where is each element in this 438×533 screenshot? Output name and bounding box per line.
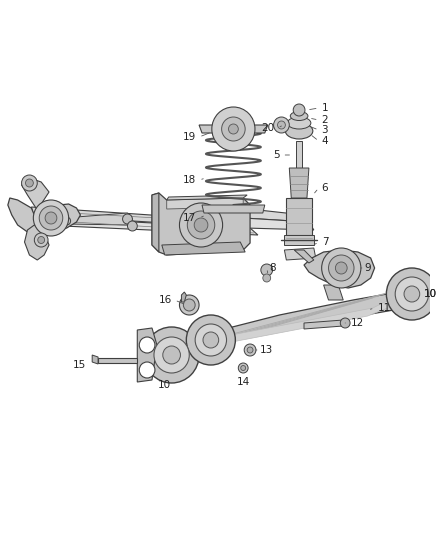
Circle shape xyxy=(263,274,271,282)
Polygon shape xyxy=(186,296,397,358)
Circle shape xyxy=(163,346,180,364)
Text: 8: 8 xyxy=(270,263,276,273)
Text: 4: 4 xyxy=(321,136,328,146)
Text: 18: 18 xyxy=(183,175,196,185)
Polygon shape xyxy=(240,208,309,222)
Circle shape xyxy=(34,233,48,247)
Circle shape xyxy=(186,315,235,365)
Circle shape xyxy=(154,337,189,373)
Circle shape xyxy=(238,363,248,373)
Polygon shape xyxy=(21,178,49,210)
Circle shape xyxy=(278,121,286,129)
Polygon shape xyxy=(162,242,245,255)
Circle shape xyxy=(274,117,289,133)
Text: 6: 6 xyxy=(321,183,328,193)
Circle shape xyxy=(139,362,155,378)
Text: 2: 2 xyxy=(321,115,328,125)
Circle shape xyxy=(63,217,71,225)
Polygon shape xyxy=(243,218,314,230)
Polygon shape xyxy=(284,235,314,245)
Circle shape xyxy=(328,255,354,281)
Text: 19: 19 xyxy=(183,132,196,142)
Text: 7: 7 xyxy=(321,237,328,247)
Text: 10: 10 xyxy=(158,380,171,390)
Circle shape xyxy=(123,214,132,224)
Circle shape xyxy=(229,124,238,134)
Polygon shape xyxy=(167,198,243,209)
Polygon shape xyxy=(296,141,302,203)
Circle shape xyxy=(21,175,37,191)
Ellipse shape xyxy=(290,111,308,120)
Polygon shape xyxy=(98,358,137,363)
Circle shape xyxy=(39,206,63,230)
Text: 10: 10 xyxy=(424,289,437,299)
Circle shape xyxy=(222,117,245,141)
Text: 17: 17 xyxy=(183,213,196,223)
Circle shape xyxy=(139,337,155,353)
Circle shape xyxy=(395,277,428,311)
Polygon shape xyxy=(36,217,258,235)
Polygon shape xyxy=(167,195,247,200)
Circle shape xyxy=(195,324,226,356)
Polygon shape xyxy=(8,198,81,235)
Text: 12: 12 xyxy=(351,318,364,328)
Circle shape xyxy=(33,200,69,236)
Circle shape xyxy=(194,218,208,232)
Text: 9: 9 xyxy=(365,263,371,273)
Polygon shape xyxy=(202,205,265,213)
Text: 20: 20 xyxy=(261,123,275,133)
Ellipse shape xyxy=(286,123,313,139)
Circle shape xyxy=(144,327,199,383)
Text: 5: 5 xyxy=(273,150,279,160)
Text: 15: 15 xyxy=(73,360,86,370)
Text: 13: 13 xyxy=(260,345,273,355)
Polygon shape xyxy=(324,285,343,300)
Polygon shape xyxy=(32,207,248,228)
Circle shape xyxy=(38,237,45,244)
Circle shape xyxy=(127,221,137,231)
Polygon shape xyxy=(289,168,309,198)
Polygon shape xyxy=(284,248,316,260)
Circle shape xyxy=(404,286,420,302)
Circle shape xyxy=(247,347,253,353)
Circle shape xyxy=(321,248,361,288)
Circle shape xyxy=(386,268,438,320)
Circle shape xyxy=(293,104,305,116)
Circle shape xyxy=(241,366,246,370)
Circle shape xyxy=(336,262,347,274)
Polygon shape xyxy=(152,193,159,252)
Polygon shape xyxy=(162,290,412,365)
Polygon shape xyxy=(294,250,314,263)
Polygon shape xyxy=(92,355,98,364)
Text: 10: 10 xyxy=(424,289,437,299)
Circle shape xyxy=(25,179,33,187)
Circle shape xyxy=(244,344,256,356)
Text: 3: 3 xyxy=(321,125,328,135)
Circle shape xyxy=(340,318,350,328)
Circle shape xyxy=(261,264,272,276)
Polygon shape xyxy=(286,198,312,235)
Circle shape xyxy=(180,203,223,247)
Circle shape xyxy=(203,332,219,348)
Circle shape xyxy=(187,211,215,239)
Circle shape xyxy=(212,107,255,151)
Polygon shape xyxy=(199,125,268,133)
Polygon shape xyxy=(181,292,186,302)
Text: 16: 16 xyxy=(159,295,172,305)
Circle shape xyxy=(180,295,199,315)
Circle shape xyxy=(184,299,195,311)
Text: 11: 11 xyxy=(378,303,391,313)
Polygon shape xyxy=(25,225,49,260)
Polygon shape xyxy=(152,193,250,255)
Polygon shape xyxy=(304,250,374,288)
Text: 14: 14 xyxy=(237,377,250,387)
Circle shape xyxy=(45,212,57,224)
Polygon shape xyxy=(304,320,343,329)
Polygon shape xyxy=(64,213,132,225)
Polygon shape xyxy=(137,328,157,382)
Text: 1: 1 xyxy=(321,103,328,113)
Ellipse shape xyxy=(287,117,311,129)
